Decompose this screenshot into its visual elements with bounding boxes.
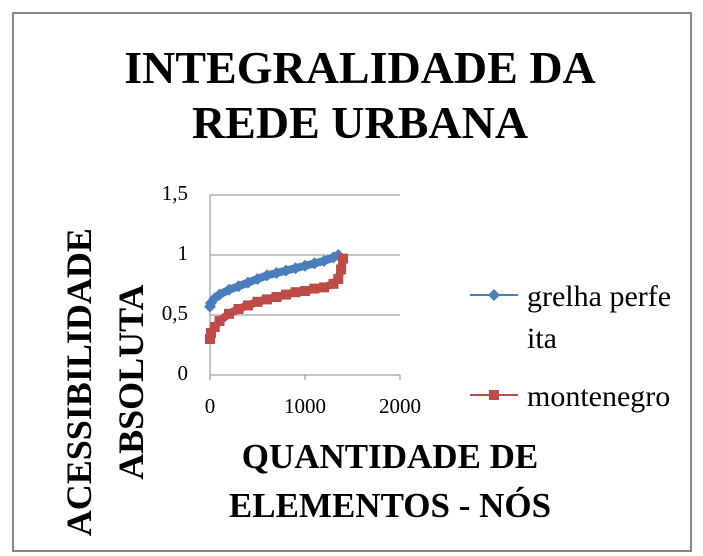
data-point: [243, 300, 253, 311]
legend-label: grelha perfeita: [527, 280, 672, 355]
x-tick-label: 1000: [284, 394, 326, 418]
x-axis-title: QUANTIDADE DE ELEMENTOS - NÓS: [228, 437, 552, 525]
data-point: [333, 274, 344, 284]
data-point: [281, 289, 291, 300]
data-point: [209, 322, 220, 332]
data-point: [280, 264, 292, 277]
data-point: [271, 292, 282, 302]
legend-label: montenegro: [527, 380, 671, 413]
chart-title: INTEGRALIDADE DA REDE URBANA: [124, 42, 596, 149]
data-point: [261, 269, 273, 282]
data-point: [270, 267, 283, 279]
data-point: [205, 334, 215, 344]
y-axis-title: ACESSIBILIDADE ABSOLUTA: [58, 228, 151, 537]
data-point: [252, 296, 263, 307]
x-tick-label: 0: [205, 394, 216, 418]
data-point: [300, 286, 310, 296]
data-point: [290, 287, 301, 298]
data-point: [299, 259, 311, 272]
data-point: [318, 255, 330, 267]
data-point: [232, 280, 245, 293]
data-point: [214, 316, 225, 326]
legend-marker: [488, 289, 500, 301]
data-point: [262, 294, 272, 305]
y-tick-label: 0,5: [162, 301, 188, 325]
y-tick-label: 0: [178, 361, 189, 385]
data-point: [289, 262, 302, 275]
y-tick-label: 1: [178, 241, 189, 265]
legend-marker: [489, 390, 499, 400]
data-point: [205, 328, 216, 338]
data-point: [309, 283, 320, 294]
x-tick-label: 2000: [379, 394, 421, 418]
data-point: [224, 308, 234, 319]
y-tick-label: 1,5: [162, 181, 188, 205]
data-point: [336, 264, 347, 275]
data-point: [308, 257, 321, 270]
data-point: [213, 288, 226, 301]
data-point: [233, 304, 244, 314]
data-point: [319, 282, 329, 293]
data-point: [242, 276, 254, 289]
chart-frame: [12, 12, 692, 552]
data-point: [338, 253, 348, 264]
data-point: [223, 283, 235, 296]
data-point: [251, 273, 264, 285]
